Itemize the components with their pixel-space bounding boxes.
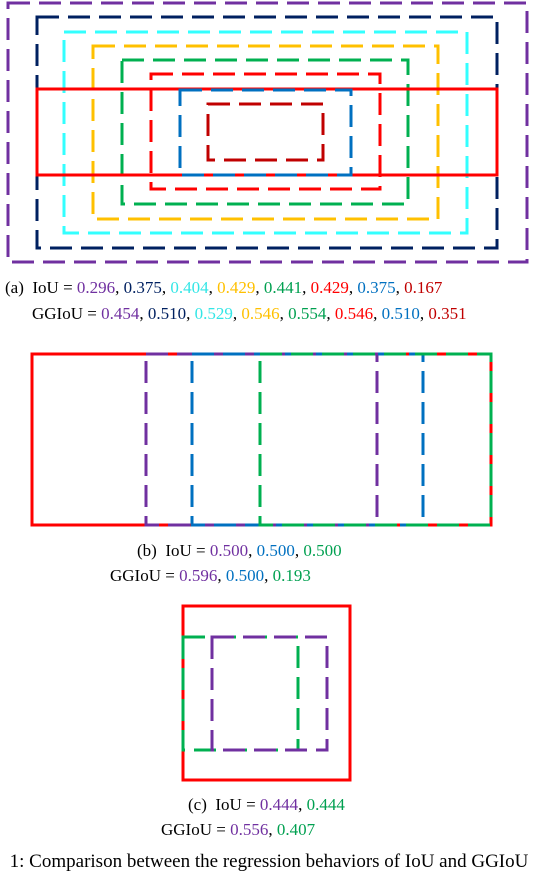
metric-value: 0.444 [259, 795, 299, 814]
ground-truth-box [35, 87, 499, 177]
panel-b-boxes [30, 352, 493, 527]
separator: , [302, 278, 307, 297]
metric-value: 0.375 [123, 278, 162, 297]
separator: , [161, 278, 167, 297]
metric-value: 0.296 [76, 278, 116, 297]
separator: , [255, 278, 260, 297]
separator: , [264, 566, 269, 585]
separator: , [139, 304, 144, 323]
separator: , [248, 541, 253, 560]
panel-label: (c) [188, 795, 207, 814]
metric-line: (a) IoU = 0.296, 0.375, 0.404, 0.429, 0.… [5, 278, 442, 298]
box [258, 352, 493, 527]
box [35, 15, 499, 250]
separator: , [217, 566, 222, 585]
box [62, 30, 469, 235]
panel-label: (b) [137, 541, 157, 560]
separator: , [232, 304, 238, 323]
metric-value: 0.546 [334, 304, 374, 323]
box [181, 635, 300, 752]
box [149, 72, 382, 191]
metric-name: IoU = [165, 541, 206, 560]
box [120, 58, 410, 206]
metric-value: 0.407 [276, 820, 316, 839]
caption: 1: Comparison between the regression beh… [9, 851, 529, 872]
metric-value: 0.444 [306, 795, 345, 814]
separator: , [268, 820, 273, 839]
metric-value: 0.429 [217, 278, 256, 297]
metric-name: IoU = [32, 278, 73, 297]
metric-name: GGIoU = [161, 820, 226, 839]
metric-value: 0.193 [272, 566, 311, 585]
separator: , [208, 278, 213, 297]
panel-c-boxes [181, 604, 352, 782]
metric-line: GGIoU = 0.454, 0.510, 0.529, 0.546, 0.55… [32, 304, 467, 324]
box [178, 88, 353, 177]
panel-a-boxes [6, 1, 529, 264]
metric-value: 0.556 [230, 820, 269, 839]
metric-name: GGIoU = [32, 304, 97, 323]
separator: , [115, 278, 120, 297]
separator: , [373, 304, 378, 323]
separator: , [279, 304, 284, 323]
metric-line: GGIoU = 0.596, 0.500, 0.193 [110, 566, 311, 586]
metric-value: 0.167 [404, 278, 443, 297]
separator: , [326, 304, 331, 323]
separator: , [395, 278, 400, 297]
box [210, 635, 329, 752]
separator: , [348, 278, 354, 297]
box [206, 102, 325, 162]
separator: , [419, 304, 425, 323]
separator: , [294, 541, 300, 560]
metric-value: 0.510 [147, 304, 187, 323]
metric-value: 0.454 [101, 304, 140, 323]
metric-line: (b) IoU = 0.500, 0.500, 0.500 [137, 541, 342, 561]
metric-name: GGIoU = [110, 566, 175, 585]
metric-value: 0.554 [288, 304, 327, 323]
panel-label: (a) [5, 278, 24, 297]
metric-line: GGIoU = 0.556, 0.407 [161, 820, 315, 840]
box [91, 44, 440, 221]
metric-value: 0.441 [263, 278, 303, 297]
separator: , [186, 304, 191, 323]
metric-value: 0.429 [310, 278, 349, 297]
metric-value: 0.351 [428, 304, 467, 323]
metric-line: (c) IoU = 0.444, 0.444 [188, 795, 345, 815]
ground-truth-box [181, 604, 352, 782]
metric-value: 0.500 [225, 566, 265, 585]
metric-name: IoU = [215, 795, 256, 814]
metric-value: 0.596 [179, 566, 218, 585]
metric-value: 0.500 [303, 541, 342, 560]
box [190, 352, 425, 527]
metric-value: 0.500 [209, 541, 249, 560]
metric-value: 0.546 [241, 304, 280, 323]
metric-value: 0.529 [194, 304, 233, 323]
box [6, 1, 529, 264]
metric-value: 0.404 [170, 278, 209, 297]
separator: , [298, 795, 303, 814]
metric-value: 0.500 [256, 541, 295, 560]
metric-value: 0.510 [381, 304, 420, 323]
metric-value: 0.375 [357, 278, 396, 297]
